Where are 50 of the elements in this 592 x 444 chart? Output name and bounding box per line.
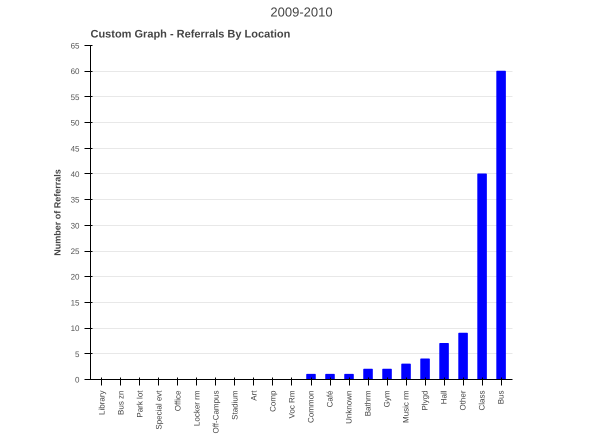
x-tick-label: Art	[249, 390, 258, 401]
bar	[420, 358, 430, 380]
bar	[325, 374, 335, 380]
y-tick-label: 40	[70, 170, 80, 179]
x-tick-label: Park lot	[135, 390, 144, 418]
y-tick-label: 35	[70, 196, 80, 205]
bar	[439, 343, 449, 380]
x-tick-label: Locker rm	[192, 390, 202, 426]
x-tick-label: Stadium	[230, 390, 240, 420]
bar	[344, 374, 354, 380]
bar	[306, 374, 316, 380]
chart-title: Custom Graph - Referrals By Location	[90, 28, 291, 40]
x-tick-label: Bus zn	[116, 390, 126, 415]
x-tick-label: Café	[326, 390, 335, 408]
x-tick-label: Class	[478, 390, 487, 411]
bar	[477, 173, 487, 380]
x-tick-label: Unknown	[344, 390, 354, 424]
y-tick-label: 55	[70, 92, 80, 102]
x-tick-label: Comp	[268, 390, 278, 412]
x-tick-label: Office	[173, 390, 182, 412]
x-tick-label: Plygd	[420, 390, 430, 411]
y-tick-label: 25	[70, 247, 80, 256]
y-tick-label: 0	[75, 376, 80, 384]
y-tick-label: 45	[70, 144, 80, 154]
y-tick-label: 20	[70, 272, 80, 282]
bar	[496, 70, 506, 380]
x-tick-label: Hall	[440, 390, 449, 404]
x-tick-label: Voc Rm	[287, 390, 296, 419]
y-tick-label: 10	[70, 324, 80, 334]
y-axis-title: Number of Referrals	[52, 169, 63, 256]
chart-subtitle: 2009-2010	[270, 4, 333, 20]
bar	[382, 368, 392, 380]
y-tick-label: 60	[70, 67, 80, 76]
x-tick-label: Common	[306, 390, 316, 423]
y-tick-label: 50	[70, 118, 80, 128]
y-tick-label: 5	[75, 350, 80, 359]
x-tick-label: Library	[97, 390, 106, 415]
y-tick-label: 65	[70, 42, 80, 50]
y-tick-label: 30	[70, 221, 80, 230]
y-tick-label: 15	[70, 298, 80, 308]
x-tick-label: Off-Campus	[211, 390, 220, 434]
x-tick-label: Special evt	[154, 390, 164, 430]
bar	[363, 368, 373, 380]
x-tick-label: Bus	[496, 390, 506, 404]
x-tick-label: Gym	[382, 390, 392, 408]
x-tick-label: Other	[458, 390, 468, 411]
bar	[458, 332, 468, 380]
x-tick-label: Music rm	[402, 390, 411, 423]
x-tick-label: Bathrm	[364, 390, 373, 416]
bar	[401, 364, 411, 380]
